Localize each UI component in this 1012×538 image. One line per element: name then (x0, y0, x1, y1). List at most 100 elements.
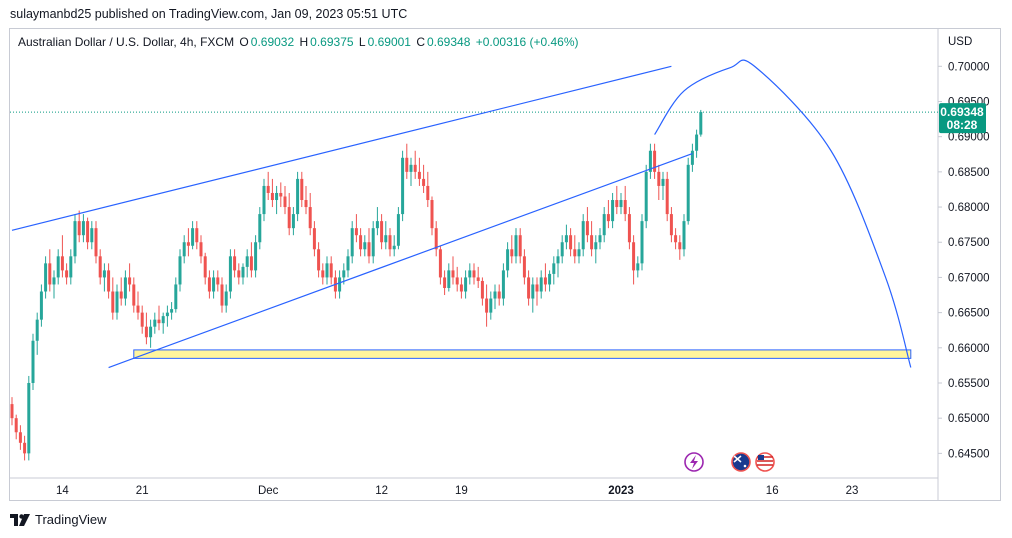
candle-body (653, 150, 657, 172)
candle (18, 425, 22, 450)
candle (430, 196, 434, 236)
candle (60, 235, 64, 278)
candle (678, 235, 682, 260)
candle (640, 214, 644, 271)
y-tick-label: 0.67500 (948, 237, 990, 249)
x-tick-label: 19 (455, 485, 468, 497)
candle (485, 284, 489, 327)
candle (606, 200, 610, 229)
candle (493, 284, 497, 310)
y-tick-label: 0.70000 (948, 61, 990, 73)
candle (350, 221, 354, 264)
candle-body (35, 319, 39, 341)
candle (367, 228, 371, 264)
candle-body (325, 263, 329, 278)
candle-body (514, 235, 518, 257)
candle (426, 171, 430, 208)
candle (657, 164, 661, 201)
candle (459, 277, 463, 299)
candle (409, 157, 413, 186)
tradingview-logo-icon (10, 513, 30, 526)
candle-body (10, 404, 14, 419)
candle-body (665, 178, 669, 215)
candle-body (262, 185, 266, 215)
candle-body (119, 291, 123, 299)
candle-body (375, 221, 379, 229)
candle (531, 277, 535, 313)
y-tick-label: 0.65000 (948, 413, 990, 425)
candle-body (312, 228, 316, 250)
x-tick-label: 2023 (608, 485, 634, 497)
candle-body (434, 228, 438, 250)
candle (644, 164, 648, 229)
candle (266, 171, 270, 201)
candle (77, 210, 81, 243)
candle (52, 270, 56, 299)
candle-body (73, 221, 77, 257)
legend-open-label: O (239, 35, 249, 49)
candle (321, 263, 325, 285)
candle-body (657, 171, 661, 186)
candle-body (233, 256, 237, 271)
lower-channel-line (108, 153, 693, 369)
candle (249, 242, 253, 278)
candle-body (65, 270, 69, 278)
candle (464, 270, 468, 299)
candle-body (480, 280, 484, 299)
last-price-tag-bg (939, 103, 986, 134)
candle-body (224, 291, 228, 306)
australia-flag-icon[interactable] (731, 452, 751, 472)
candle-body (132, 284, 136, 306)
candle (14, 414, 18, 440)
candle (199, 235, 203, 264)
candle (270, 178, 274, 208)
candle (699, 109, 703, 137)
candle (195, 221, 199, 250)
candle (161, 312, 165, 334)
candle (23, 435, 27, 461)
candle-body (338, 277, 342, 292)
candle-body (237, 270, 241, 278)
lightning-icon[interactable] (684, 452, 704, 472)
candle (548, 270, 552, 292)
x-tick-label: 21 (136, 485, 149, 497)
candle (413, 150, 417, 179)
candle (669, 207, 673, 243)
candle (422, 164, 426, 193)
candle (371, 221, 375, 264)
candle-body (388, 235, 392, 250)
candle-body (699, 112, 703, 135)
candle (501, 263, 505, 306)
candle-body (506, 249, 510, 271)
candle (48, 249, 52, 292)
candle-body (107, 270, 111, 292)
candle (245, 249, 249, 278)
candle (627, 207, 631, 250)
candle-body (115, 291, 119, 313)
candle (480, 277, 484, 306)
candle-body (585, 221, 589, 236)
candle-body (27, 382, 31, 454)
candle (94, 221, 98, 264)
legend-change: +0.00316 (+0.46%) (475, 35, 579, 49)
x-tick-label: Dec (258, 485, 279, 497)
usa-flag-icon[interactable] (755, 452, 775, 472)
candle-body (409, 164, 413, 172)
candle (455, 266, 459, 292)
footer-brand[interactable]: TradingView (10, 512, 107, 527)
candle-body (216, 277, 220, 285)
candle (695, 129, 699, 158)
candle-body (627, 214, 631, 243)
candle-body (564, 235, 568, 243)
candle-body (384, 235, 388, 243)
candle-body (501, 270, 505, 299)
candle-body (611, 200, 615, 222)
candle (653, 143, 657, 179)
candle-body (569, 235, 573, 250)
candle (443, 270, 447, 296)
candle (291, 207, 295, 236)
candle (174, 277, 178, 313)
candle-body (619, 200, 623, 208)
candle-body (438, 249, 442, 278)
